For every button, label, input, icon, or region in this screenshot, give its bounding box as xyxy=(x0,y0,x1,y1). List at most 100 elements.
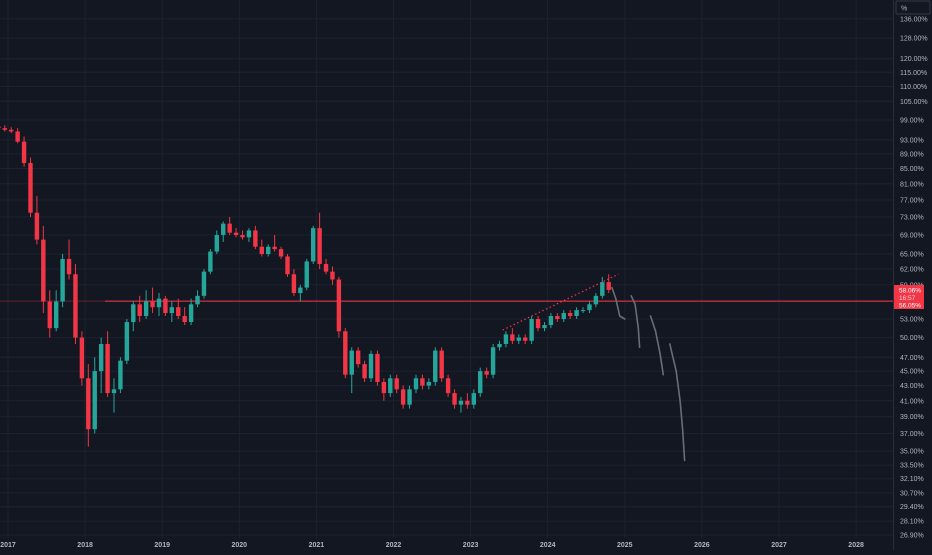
candle-down[interactable] xyxy=(28,157,33,218)
candle-down[interactable] xyxy=(355,347,361,368)
candle-up[interactable] xyxy=(388,374,393,397)
candle-down[interactable] xyxy=(0,124,1,130)
candle-down[interactable] xyxy=(330,266,335,285)
candle-down[interactable] xyxy=(484,367,489,379)
candle-up[interactable] xyxy=(304,258,309,291)
candle-down[interactable] xyxy=(163,295,168,317)
candle-down[interactable] xyxy=(176,298,181,320)
candle-down[interactable] xyxy=(272,234,277,252)
candle-up[interactable] xyxy=(529,316,534,344)
candle-down[interactable] xyxy=(439,347,444,382)
candle-down[interactable] xyxy=(21,136,27,167)
candle-up[interactable] xyxy=(426,378,432,390)
candle-up[interactable] xyxy=(310,225,316,264)
candle-up[interactable] xyxy=(407,385,412,409)
candle-up[interactable] xyxy=(201,269,207,299)
candle-up[interactable] xyxy=(497,340,502,351)
candle-down[interactable] xyxy=(105,331,110,397)
candle-down[interactable] xyxy=(182,307,187,326)
candle-up[interactable] xyxy=(478,367,483,397)
candle-up[interactable] xyxy=(246,228,252,242)
candle-down[interactable] xyxy=(73,263,78,344)
candle-up[interactable] xyxy=(118,357,123,394)
candle-down[interactable] xyxy=(291,269,297,296)
candle-down[interactable] xyxy=(323,258,329,275)
candle-up[interactable] xyxy=(169,301,175,323)
candle-down[interactable] xyxy=(9,127,14,134)
candle-up[interactable] xyxy=(208,249,213,275)
candle-down[interactable] xyxy=(41,225,46,314)
candle-up[interactable] xyxy=(124,319,130,365)
time-axis[interactable]: 2017 2018 2019 2020 2021 2022 2023 2024 2025 2026… xyxy=(0,542,864,549)
candle-down[interactable] xyxy=(510,328,515,344)
candle-up[interactable] xyxy=(471,389,477,409)
candle-up[interactable] xyxy=(368,350,374,382)
candle-up[interactable] xyxy=(516,334,521,344)
candle-down[interactable] xyxy=(381,378,387,401)
candle-up[interactable] xyxy=(490,343,496,379)
candle-down[interactable] xyxy=(34,195,40,245)
candle-down[interactable] xyxy=(15,128,20,144)
candle-up[interactable] xyxy=(574,307,579,320)
candle-down[interactable] xyxy=(465,393,470,409)
candle-down[interactable] xyxy=(240,230,245,240)
candle-down[interactable] xyxy=(420,374,425,390)
candle-down[interactable] xyxy=(375,350,380,386)
candle-down[interactable] xyxy=(523,334,528,344)
candle-up[interactable] xyxy=(548,313,554,329)
candle-down[interactable] xyxy=(394,374,399,394)
candle-up[interactable] xyxy=(60,254,65,308)
candle-up[interactable] xyxy=(266,244,271,257)
candle-up[interactable] xyxy=(503,331,509,348)
candle-up[interactable] xyxy=(600,276,605,299)
candle-down[interactable] xyxy=(86,364,91,447)
candle-up[interactable] xyxy=(587,301,592,314)
candle-down[interactable] xyxy=(233,228,239,238)
candle-up[interactable] xyxy=(561,310,566,323)
candle-up[interactable] xyxy=(156,293,162,317)
candle-up[interactable] xyxy=(413,374,419,394)
candle-down[interactable] xyxy=(259,239,264,257)
candle-up[interactable] xyxy=(221,221,226,242)
candle-down[interactable] xyxy=(555,313,560,323)
candle-up[interactable] xyxy=(53,290,59,332)
candle-down[interactable] xyxy=(343,328,348,379)
candle-down[interactable] xyxy=(400,385,406,409)
candle-down[interactable] xyxy=(2,125,7,132)
candle-up[interactable] xyxy=(98,337,104,394)
candle-up[interactable] xyxy=(349,347,354,394)
candle-up[interactable] xyxy=(195,290,200,308)
drawing-layer[interactable] xyxy=(502,273,686,462)
candle-up[interactable] xyxy=(433,347,438,386)
candle-down[interactable] xyxy=(66,239,72,280)
candle-down[interactable] xyxy=(278,246,284,259)
candle-down[interactable] xyxy=(227,217,232,235)
candle-down[interactable] xyxy=(567,310,573,320)
candle-up[interactable] xyxy=(458,396,464,413)
candle-up[interactable] xyxy=(298,284,303,302)
candle-up[interactable] xyxy=(131,301,136,332)
candle-up[interactable] xyxy=(593,293,599,308)
candle-down[interactable] xyxy=(253,225,258,250)
candle-down[interactable] xyxy=(452,389,457,409)
candle-up[interactable] xyxy=(92,357,97,434)
candle-down[interactable] xyxy=(336,276,342,338)
candle-up[interactable] xyxy=(111,378,117,413)
candle-down[interactable] xyxy=(137,295,142,323)
candle-down[interactable] xyxy=(317,212,322,270)
candle-down[interactable] xyxy=(285,254,290,277)
candle-up[interactable] xyxy=(188,298,194,326)
candle-down[interactable] xyxy=(606,274,611,294)
candle-down[interactable] xyxy=(362,360,367,382)
unit-badge[interactable] xyxy=(895,0,931,15)
candle-down[interactable] xyxy=(47,290,52,338)
candle-up[interactable] xyxy=(214,230,220,255)
candle-down[interactable] xyxy=(535,316,541,332)
candle-up[interactable] xyxy=(143,290,149,320)
candle-down[interactable] xyxy=(445,374,451,397)
candle-down[interactable] xyxy=(79,331,85,386)
candle-up[interactable] xyxy=(580,307,586,314)
candle-layer[interactable] xyxy=(0,122,611,447)
